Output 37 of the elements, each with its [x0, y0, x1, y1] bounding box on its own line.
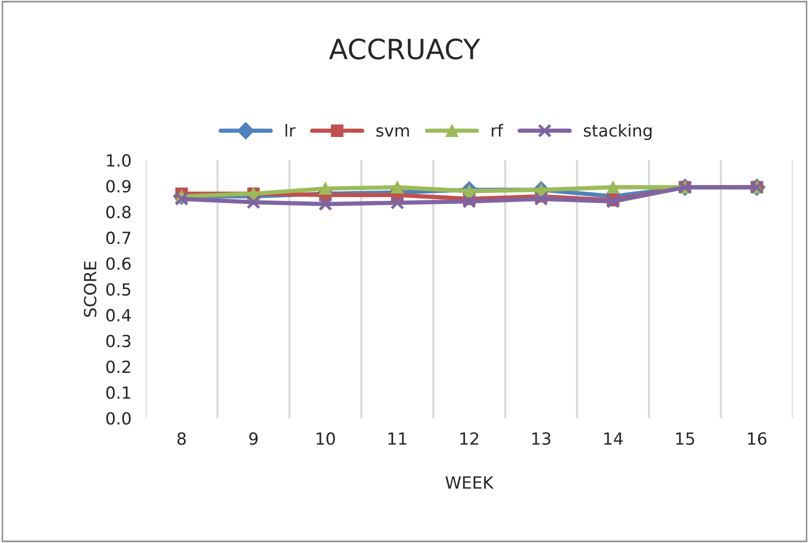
x-tick-label: 12 [460, 432, 478, 445]
legend-label: stacking [584, 124, 652, 140]
y-tick-label: 0.8 [106, 206, 131, 218]
point [174, 192, 189, 206]
x-tick-label: 8 [177, 432, 186, 445]
y-axis-title: SCORE [84, 261, 96, 317]
legend-label: lr [286, 124, 296, 137]
y-tick-label: 0.2 [106, 360, 130, 374]
x-tick-label: 10 [316, 432, 335, 445]
chart-title: ACCRUACY [329, 38, 480, 60]
y-tick-label: 0.9 [106, 180, 131, 193]
y-tick-label: 0.1 [106, 386, 130, 399]
y-tick-label: 1.0 [107, 154, 131, 167]
x-tick-label: 11 [388, 432, 406, 445]
point [606, 181, 620, 194]
y-tick-label: 0.0 [106, 412, 131, 425]
legend-label: svm [376, 127, 409, 137]
point [462, 184, 476, 198]
point [246, 195, 260, 210]
point [391, 181, 404, 194]
x-tick-label: 16 [748, 432, 766, 445]
x-tick-label: 14 [604, 432, 623, 445]
x-tick-label: 13 [532, 432, 550, 445]
y-tick-label: 0.7 [106, 232, 130, 244]
legend-label: rf [492, 124, 504, 137]
point [319, 182, 332, 195]
point [462, 194, 476, 208]
x-axis-title: WEEK [446, 476, 494, 489]
y-tick-label: 0.6 [106, 257, 131, 270]
y-tick-label: 0.3 [106, 334, 130, 348]
point [534, 192, 548, 206]
point [318, 197, 332, 211]
point [390, 196, 404, 210]
x-tick-label: 9 [249, 432, 258, 445]
x-tick-label: 15 [676, 432, 694, 445]
y-tick-label: 0.5 [106, 283, 130, 296]
y-tick-label: 0.4 [106, 308, 131, 322]
